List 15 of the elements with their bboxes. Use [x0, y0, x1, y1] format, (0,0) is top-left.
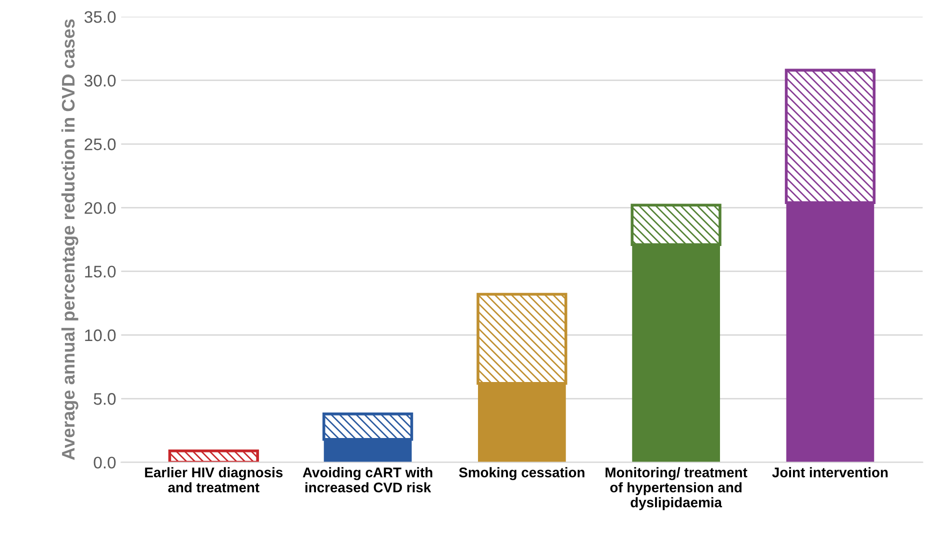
y-tick-label: 0.0 — [94, 456, 116, 469]
bar — [168, 449, 259, 462]
x-tick-label: Joint intervention — [772, 467, 888, 478]
y-axis-title: Average annual percentage reduction in CVD cases — [61, 19, 78, 460]
x-tick-label: Earlier HIV diagnosis and treatment — [145, 467, 283, 492]
y-tick-label: 30.0 — [84, 74, 116, 87]
y-tick-label: 5.0 — [94, 393, 116, 405]
y-tick-label: 15.0 — [85, 266, 116, 278]
y-tick-label: 35.0 — [84, 11, 116, 23]
y-tick-label: 10.0 — [85, 329, 116, 342]
x-tick-label: Monitoring/ treatment of hypertension and dyslipidaemia — [606, 467, 748, 510]
x-tick-label: Smoking cessation — [459, 467, 584, 480]
x-tick-label: Avoiding cART with increased CVD risk — [302, 467, 432, 492]
y-tick-label: 20.0 — [84, 202, 116, 214]
y-tick-label: 25.0 — [84, 138, 116, 150]
